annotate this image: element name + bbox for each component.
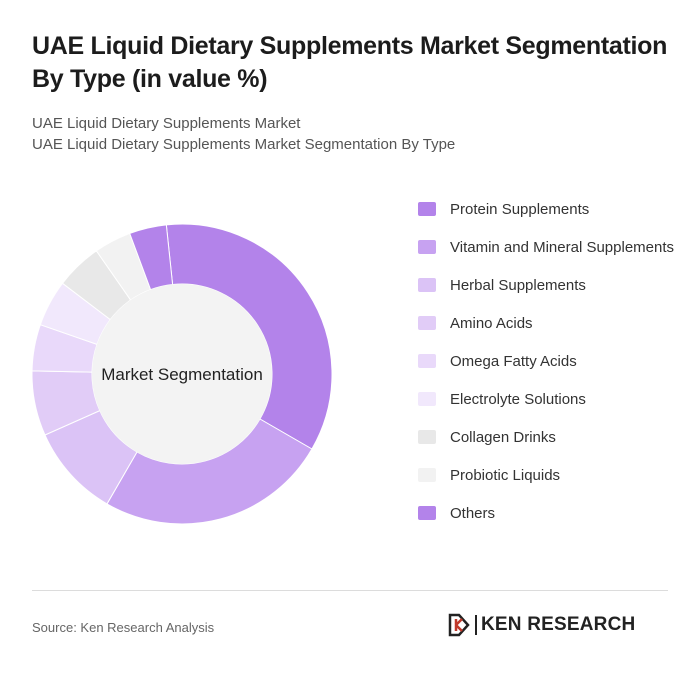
page-title: UAE Liquid Dietary Supplements Market Se… xyxy=(32,32,668,93)
subtitle-line-1: UAE Liquid Dietary Supplements Market xyxy=(32,115,301,132)
source-note: Source: Ken Research Analysis xyxy=(32,620,215,635)
legend-swatch xyxy=(418,354,436,368)
legend-swatch xyxy=(418,202,436,216)
legend-item: Amino Acids xyxy=(418,312,688,335)
legend-item: Electrolyte Solutions xyxy=(418,388,688,411)
donut-chart: Market Segmentation xyxy=(31,223,333,525)
ken-research-logo-icon xyxy=(448,613,470,637)
legend-swatch xyxy=(418,468,436,482)
donut-slices xyxy=(31,223,333,525)
legend-item: Vitamin and Mineral Supplements xyxy=(418,236,688,259)
footer-divider xyxy=(32,590,668,591)
logo-separator xyxy=(475,615,477,635)
chart-legend: Protein Supplements Vitamin and Mineral S… xyxy=(418,198,688,540)
donut-center xyxy=(92,284,272,464)
legend-swatch xyxy=(418,278,436,292)
legend-label: Electrolyte Solutions xyxy=(450,391,586,408)
legend-swatch xyxy=(418,316,436,330)
legend-label: Amino Acids xyxy=(450,315,533,332)
legend-label: Probiotic Liquids xyxy=(450,467,561,484)
ken-research-logo: KEN RESEARCH xyxy=(448,613,635,637)
legend-label: Collagen Drinks xyxy=(450,429,556,446)
donut-center-label: Market Segmentation xyxy=(101,365,263,384)
subtitle-line-2: UAE Liquid Dietary Supplements Market Se… xyxy=(32,136,456,153)
legend-label: Others xyxy=(450,505,496,522)
legend-label: Protein Supplements xyxy=(450,201,590,218)
legend-item: Protein Supplements xyxy=(418,198,688,221)
legend-label: Herbal Supplements xyxy=(450,277,586,294)
legend-item: Collagen Drinks xyxy=(418,426,688,449)
legend-swatch xyxy=(418,506,436,520)
legend-label: Omega Fatty Acids xyxy=(450,353,577,370)
legend-item: Omega Fatty Acids xyxy=(418,350,688,373)
legend-label: Vitamin and Mineral Supplements xyxy=(450,239,675,256)
legend-item: Others xyxy=(418,502,688,525)
legend-swatch xyxy=(418,392,436,406)
logo-text: KEN RESEARCH xyxy=(481,614,636,635)
legend-item: Probiotic Liquids xyxy=(418,464,688,487)
legend-item: Herbal Supplements xyxy=(418,274,688,297)
legend-swatch xyxy=(418,240,436,254)
subtitle: UAE Liquid Dietary Supplements Market UA… xyxy=(32,113,455,155)
legend-swatch xyxy=(418,430,436,444)
